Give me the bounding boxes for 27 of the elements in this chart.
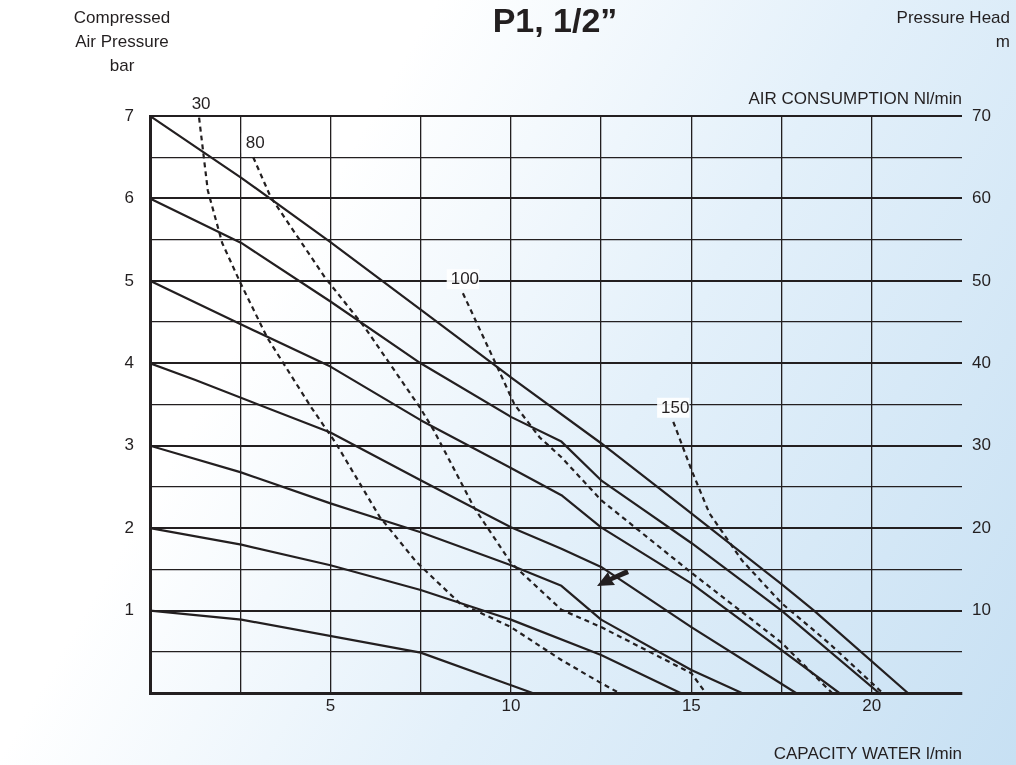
series-label: 150 [661,398,690,417]
x-tick-label: 20 [862,695,882,715]
y2-tick-label: 40 [972,352,991,372]
y2-tick-label: 70 [972,105,991,125]
y-tick-label: 7 [124,105,134,125]
y-tick-label: 2 [124,517,134,537]
chart-title: P1, 1/2” [492,1,618,40]
y-tick-label: 6 [124,188,134,208]
x-tick-label: 15 [681,695,701,715]
series-label: 30 [191,93,211,113]
y2-axis-title: Pressure Head m [896,8,1010,52]
x-tick-label: 10 [501,695,521,715]
y-tick-label: 4 [124,352,134,372]
y2-tick-label: 20 [972,517,991,537]
y-axis-title: Compressed Air Pressure bar [73,8,171,76]
y2-tick-label: 60 [972,188,991,208]
x-axis-title: CAPACITY WATER l/min [773,744,962,764]
x-tick-label: 5 [325,695,336,715]
text: AIR CONSUMPTION Nl/min [748,89,962,109]
y2-tick-label: 50 [972,270,991,290]
y2-tick-label: 30 [972,435,991,455]
y2-tick-label: 10 [972,600,991,620]
y-tick-label: 1 [124,600,134,620]
y-tick-label: 3 [124,435,134,455]
y-tick-label: 5 [124,270,134,290]
series-label: 80 [245,133,265,153]
series-label: 100 [450,269,480,289]
